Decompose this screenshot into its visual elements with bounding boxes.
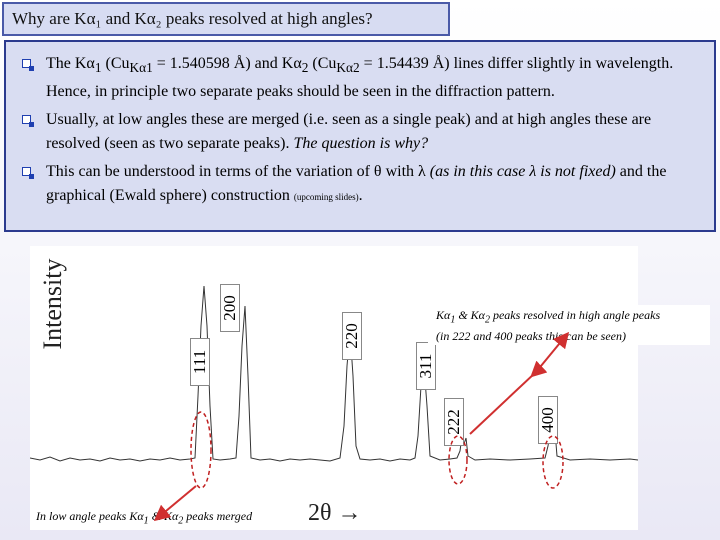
annotation-high-angle: Kα1 & Kα2 peaks resolved in high angle p… — [428, 305, 710, 345]
peak-label-222: 222 — [444, 398, 464, 446]
merged-peak-ellipse — [190, 411, 212, 489]
xrd-pattern — [29, 246, 639, 530]
annotation-high-angle-line1: Kα1 & Kα2 peaks resolved in high angle p… — [436, 308, 661, 326]
bullet-square-icon — [22, 115, 34, 128]
arrow-low-angle — [153, 485, 197, 522]
peak-label-311: 311 — [416, 342, 436, 390]
arrow-to-note — [535, 331, 570, 373]
annotation-high-angle-line2: (in 222 and 400 peaks this can be seen) — [436, 329, 626, 344]
bullet-square-icon — [22, 167, 34, 180]
bullet-list: The Kα1 (CuKα1 = 1.540598 Å) and Kα2 (Cu… — [4, 40, 716, 232]
slide-title: Why are Kα₁ and Kα₂ peaks resolved at hi… — [2, 2, 450, 36]
bullet-item-3: This can be understood in terms of the v… — [16, 160, 704, 209]
bullet-item-1: The Kα1 (CuKα1 = 1.540598 Å) and Kα2 (Cu… — [16, 52, 704, 104]
resolved-peak-ellipse-222 — [448, 435, 468, 485]
bullet-square-icon — [22, 59, 34, 71]
slide-title-text: Why are Kα₁ and Kα₂ peaks resolved at hi… — [12, 9, 373, 28]
bullet-item-2: Usually, at low angles these are merged … — [16, 108, 704, 156]
peak-label-220: 220 — [342, 312, 362, 360]
x-axis-label: 2θ → — [308, 500, 362, 526]
xrd-pattern-trace — [29, 285, 639, 462]
peak-label-400: 400 — [538, 396, 558, 444]
arrow-to-222 — [469, 360, 548, 435]
peak-label-200: 200 — [220, 284, 240, 332]
resolved-peak-ellipse-400 — [542, 435, 564, 489]
peak-label-111: 111 — [190, 338, 210, 386]
